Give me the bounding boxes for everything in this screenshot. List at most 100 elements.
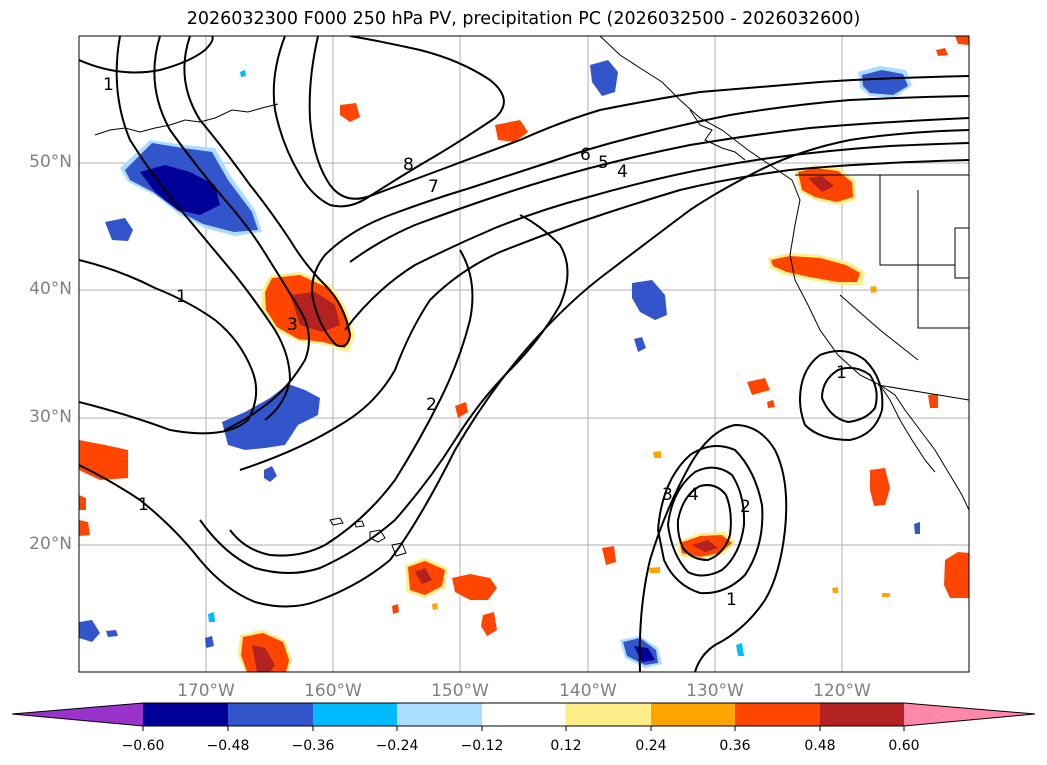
pv-contour-4 <box>115 36 292 421</box>
colorbar-tick-label: −0.24 <box>375 738 419 754</box>
contour-label: 4 <box>688 485 699 505</box>
contour-label: 4 <box>617 162 628 182</box>
island-hawaii-1 <box>329 517 344 526</box>
colorbar-segment <box>397 703 482 726</box>
border-state-2 <box>917 190 969 329</box>
colorbar-tick-label: 0.36 <box>719 738 751 754</box>
contour-label: 2 <box>426 395 437 415</box>
precip-blob <box>870 286 877 293</box>
pv-contour-4-main <box>344 142 969 331</box>
contour-labels: 1 8 7 6 5 4 1 3 2 1 3 4 2 1 1 <box>103 75 847 610</box>
coastline-alaska-coast <box>599 36 793 181</box>
precip-blob <box>771 256 860 282</box>
lon-label: 140°W <box>559 681 617 701</box>
contour-label: 2 <box>740 497 751 517</box>
precip-blob <box>340 103 360 122</box>
colorbar-tick-label: −0.36 <box>291 738 335 754</box>
precip-blob <box>928 394 938 408</box>
precip-blob <box>862 70 908 95</box>
precip-blob <box>205 636 214 648</box>
pv-contour-1-west <box>79 259 258 435</box>
island-hawaii-3 <box>369 529 386 543</box>
precip-blob <box>747 378 770 395</box>
border-us-mexico <box>877 384 969 401</box>
colorbar-segment <box>228 703 313 726</box>
contour-label: 7 <box>428 177 439 197</box>
colorbar-tick-label: 0.48 <box>804 738 836 754</box>
colorbar-extend-right <box>904 703 1035 726</box>
precip-blob <box>495 120 528 142</box>
lon-label: 150°W <box>431 681 489 701</box>
pv-contours <box>79 36 969 672</box>
precip-blob <box>79 440 128 480</box>
border-state-3 <box>839 294 919 361</box>
precip-blob <box>832 587 838 593</box>
precip-blob <box>290 292 340 332</box>
precip-blob <box>634 337 646 352</box>
precip-blob <box>452 574 497 600</box>
precip-blob <box>105 218 133 241</box>
precip-blob <box>767 400 775 408</box>
precip-blob <box>415 568 432 584</box>
coastline-us-west <box>789 179 969 511</box>
precip-blob <box>106 630 118 637</box>
pv-contour-1-east <box>798 350 884 442</box>
precip-blob <box>79 620 100 642</box>
precip-blob <box>882 593 890 597</box>
pv-contour-6 <box>183 36 969 348</box>
lon-label: 170°W <box>177 681 235 701</box>
precip-blob <box>590 60 618 96</box>
contour-label: 1 <box>176 287 187 307</box>
precip-blob <box>264 466 277 482</box>
colorbar-segment <box>651 703 735 726</box>
colorbar-segment <box>566 703 651 726</box>
precip-blob <box>208 612 215 622</box>
contour-label: 6 <box>580 145 591 165</box>
pv-contour-3 <box>239 159 969 471</box>
colorbar-tick-label: −0.48 <box>206 738 250 754</box>
pv-contour-1-north <box>79 36 214 74</box>
contour-label: 1 <box>103 75 114 95</box>
pv-contour-2-inner <box>229 249 474 557</box>
coastline-baja <box>879 384 936 473</box>
pv-contour-2-low <box>656 445 764 595</box>
lat-label: 30°N <box>29 407 72 427</box>
lon-label: 130°W <box>686 681 744 701</box>
precip-blob <box>692 540 718 552</box>
pv-contour-5-main <box>349 117 969 263</box>
pv-contour-1-east-inner <box>820 366 878 424</box>
lat-label: 20°N <box>29 534 72 554</box>
pv-contour-4-low <box>676 484 732 562</box>
precip-blob <box>653 451 661 458</box>
precip-negative <box>79 60 920 668</box>
contour-label: 1 <box>726 590 737 610</box>
map-frame <box>78 35 970 673</box>
contour-label: 5 <box>598 153 609 173</box>
coastline-bc-islands <box>689 109 746 161</box>
lon-label: 160°W <box>304 681 362 701</box>
colorbar-segment <box>313 703 397 726</box>
colorbar-tick-label: 0.24 <box>635 738 667 754</box>
precip-blob <box>222 384 320 450</box>
coastlines <box>94 36 969 557</box>
pv-contour-1-south <box>79 129 969 608</box>
pv-contour-2 <box>199 214 569 574</box>
precip-blob <box>870 468 890 506</box>
precip-blob <box>808 176 834 192</box>
precip-blob <box>79 520 90 536</box>
border-state-1 <box>879 175 955 266</box>
contour-label: 8 <box>403 155 414 175</box>
colorbar-segment <box>820 703 904 726</box>
contour-label: 3 <box>662 485 673 505</box>
precip-blob <box>79 495 86 510</box>
border-state-4 <box>954 227 969 279</box>
colorbar-tick-label: 0.12 <box>550 738 582 754</box>
contour-label: 1 <box>836 363 847 383</box>
precip-blob <box>914 522 920 534</box>
pv-contour-8 <box>272 36 505 208</box>
precip-blob <box>481 612 497 636</box>
colorbar-segment <box>482 703 566 726</box>
colorbar-tick-label: −0.60 <box>121 738 165 754</box>
precip-positive <box>79 36 969 672</box>
